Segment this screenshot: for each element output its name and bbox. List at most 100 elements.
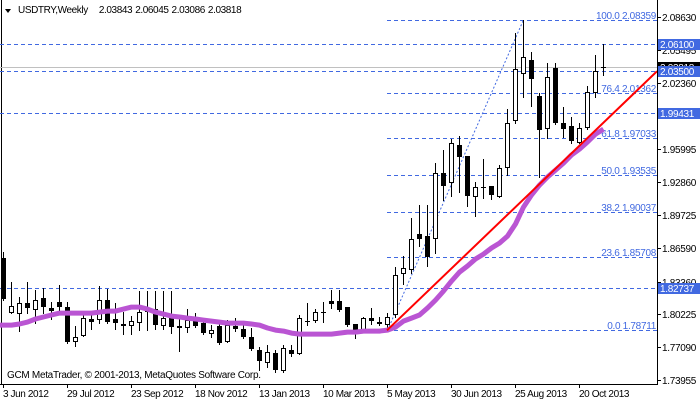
price-label-box: 2.06100	[658, 39, 700, 51]
symbol-timeframe: USDTRY,Weekly	[18, 4, 88, 16]
candle	[513, 33, 518, 124]
candle	[9, 282, 14, 314]
candle	[289, 345, 294, 357]
fib-trend-line[interactable]	[387, 19, 524, 331]
candle	[137, 291, 142, 331]
price-tick-label: 2.08630	[662, 13, 697, 24]
candle	[57, 285, 62, 313]
candle	[337, 290, 342, 312]
price-tick-label: 2.02360	[662, 79, 697, 90]
time-tick-label: 25 Aug 2013	[515, 389, 568, 400]
price-label-box: 1.82737	[658, 283, 700, 295]
time-tick-label: 3 Jun 2012	[3, 389, 49, 400]
ohlc-high: 2.06045	[135, 4, 169, 16]
candle	[473, 182, 478, 217]
candle	[417, 205, 422, 247]
candle	[281, 345, 286, 373]
copyright-text: GCM MetaTrader, © 2001-2013, MetaQuotes …	[7, 370, 261, 381]
candle	[41, 288, 46, 314]
ohlc-open: 2.03843	[98, 4, 133, 16]
triangle-down-icon[interactable]	[5, 8, 11, 13]
candle	[65, 302, 70, 344]
candle	[505, 109, 510, 176]
price-tick-label: 1.89725	[662, 211, 697, 222]
candle	[441, 150, 446, 201]
moving-average-line[interactable]	[0, 126, 605, 337]
candle	[561, 107, 566, 138]
svg-text:2.06100: 2.06100	[660, 40, 695, 51]
candle	[585, 86, 590, 130]
candle	[489, 186, 494, 200]
candle	[497, 165, 502, 198]
candle	[265, 345, 270, 368]
candle	[161, 291, 166, 330]
time-tick-label: 18 Nov 2012	[195, 389, 248, 400]
price-label-box: 1.99431	[658, 108, 700, 120]
candle	[169, 291, 174, 334]
candle	[449, 139, 454, 197]
candle	[425, 205, 430, 267]
svg-text:1.99431: 1.99431	[660, 109, 695, 120]
price-label-box: 2.03500	[658, 66, 700, 78]
candle	[25, 282, 30, 314]
fib-level-label: 76.4 2.01362	[601, 84, 657, 95]
trend-line[interactable]	[386, 70, 657, 332]
time-tick-label: 20 Oct 2013	[579, 389, 630, 400]
candle	[393, 267, 398, 318]
candle	[249, 328, 254, 351]
candle	[521, 20, 526, 98]
time-tick-label: 30 Jun 2013	[451, 389, 502, 400]
price-tick-label: 1.86590	[662, 244, 697, 255]
candle	[577, 123, 582, 144]
fib-level-label: 61.8 1.97033	[601, 129, 657, 140]
price-tick-label: 1.92860	[662, 178, 697, 189]
candle	[569, 117, 574, 144]
fib-level-label: 0.0 1.78711	[607, 321, 657, 332]
svg-text:1.82737: 1.82737	[660, 284, 695, 295]
chart-header: USDTRY,Weekly 2.03843 2.06045 2.03086 2.…	[5, 4, 244, 16]
svg-text:2.03500: 2.03500	[660, 67, 695, 78]
candle	[1, 252, 6, 301]
candle	[593, 55, 598, 98]
fib-level-label: 23.6 1.85708	[601, 248, 657, 259]
candle	[401, 256, 406, 285]
candle	[113, 303, 118, 330]
price-tick-label: 1.77090	[662, 343, 697, 354]
candle	[121, 312, 126, 335]
time-tick-label: 29 Jul 2012	[67, 389, 115, 400]
fib-level-label: 100.0 2.08359	[596, 11, 657, 22]
candle	[89, 313, 94, 330]
candle	[601, 44, 606, 76]
candle	[177, 317, 182, 352]
candle	[305, 303, 310, 326]
candle	[241, 325, 246, 339]
candle	[529, 52, 534, 107]
time-axis[interactable]: 3 Jun 2012 29 Jul 2012 23 Sep 2012 18 Nov 2…	[0, 384, 658, 400]
candle	[345, 307, 350, 327]
price-tick-label: 2.05495	[662, 46, 697, 57]
candle	[209, 325, 214, 338]
ohlc-low: 2.03086	[171, 4, 206, 16]
candle	[321, 302, 326, 323]
candle	[73, 326, 78, 347]
candle	[409, 218, 414, 274]
time-tick-label: 10 Mar 2013	[323, 389, 376, 400]
candle	[433, 163, 438, 254]
price-tick-label: 1.80225	[662, 310, 697, 321]
candle	[377, 317, 382, 326]
candle	[313, 309, 318, 323]
candle	[273, 350, 278, 373]
candle	[545, 63, 550, 139]
candle	[457, 136, 462, 193]
candle	[465, 156, 470, 207]
fibonacci-retracement[interactable]: 100.0 2.08359 76.4 2.01362 61.8 1.97033 50.…	[387, 11, 657, 332]
price-axis[interactable]: 2.08630 2.05495 2.02360 1.95995 1.92860 1.897…	[657, 0, 700, 387]
candle	[553, 63, 558, 125]
fib-level-label: 38.2 1.90037	[601, 203, 657, 214]
price-tick-label: 1.95995	[662, 145, 697, 156]
candle	[257, 347, 262, 371]
candle	[81, 312, 86, 337]
plot-area[interactable]: 100.0 2.08359 76.4 2.01362 61.8 1.97033 50.…	[0, 0, 657, 384]
candle	[217, 323, 222, 345]
